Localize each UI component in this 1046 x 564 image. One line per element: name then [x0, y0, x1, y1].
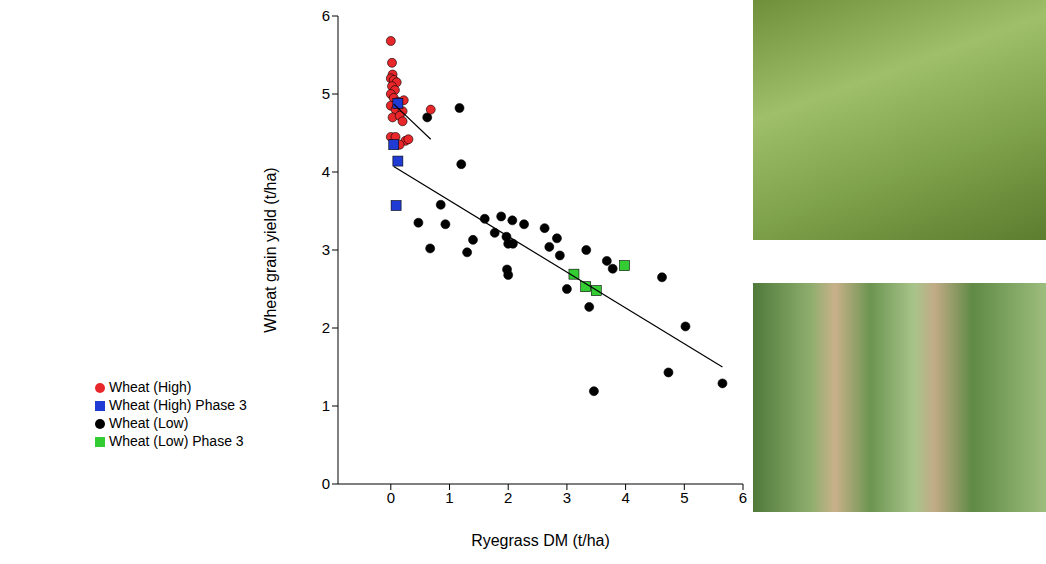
html-text:Wheat (High) Phase 3: Wheat (High) Phase 3: [109, 397, 247, 413]
svg-text:2: 2: [504, 489, 512, 506]
html-text:Wheat (High): Wheat (High): [109, 379, 192, 395]
html-text:Wheat (Low): Wheat (Low): [109, 415, 189, 431]
svg-text:Wheat grain yield (t/ha): Wheat grain yield (t/ha): [262, 167, 279, 332]
svg-text:1: 1: [445, 489, 453, 506]
svg-text:0: 0: [322, 475, 330, 492]
svg-text:4: 4: [322, 163, 330, 180]
html-text:Wheat (Low) Phase 3: Wheat (Low) Phase 3: [109, 433, 244, 449]
svg-text:6: 6: [739, 489, 747, 506]
svg-text:0: 0: [387, 489, 395, 506]
svg-text:1: 1: [322, 397, 330, 414]
svg-text:2: 2: [322, 319, 330, 336]
svg-text:5: 5: [680, 489, 688, 506]
svg-text:5: 5: [322, 85, 330, 102]
svg-text:Ryegrass DM (t/ha): Ryegrass DM (t/ha): [471, 532, 610, 549]
svg-text:6: 6: [322, 7, 330, 24]
svg-text:3: 3: [322, 241, 330, 258]
svg-text:4: 4: [621, 489, 629, 506]
svg-text:3: 3: [563, 489, 571, 506]
